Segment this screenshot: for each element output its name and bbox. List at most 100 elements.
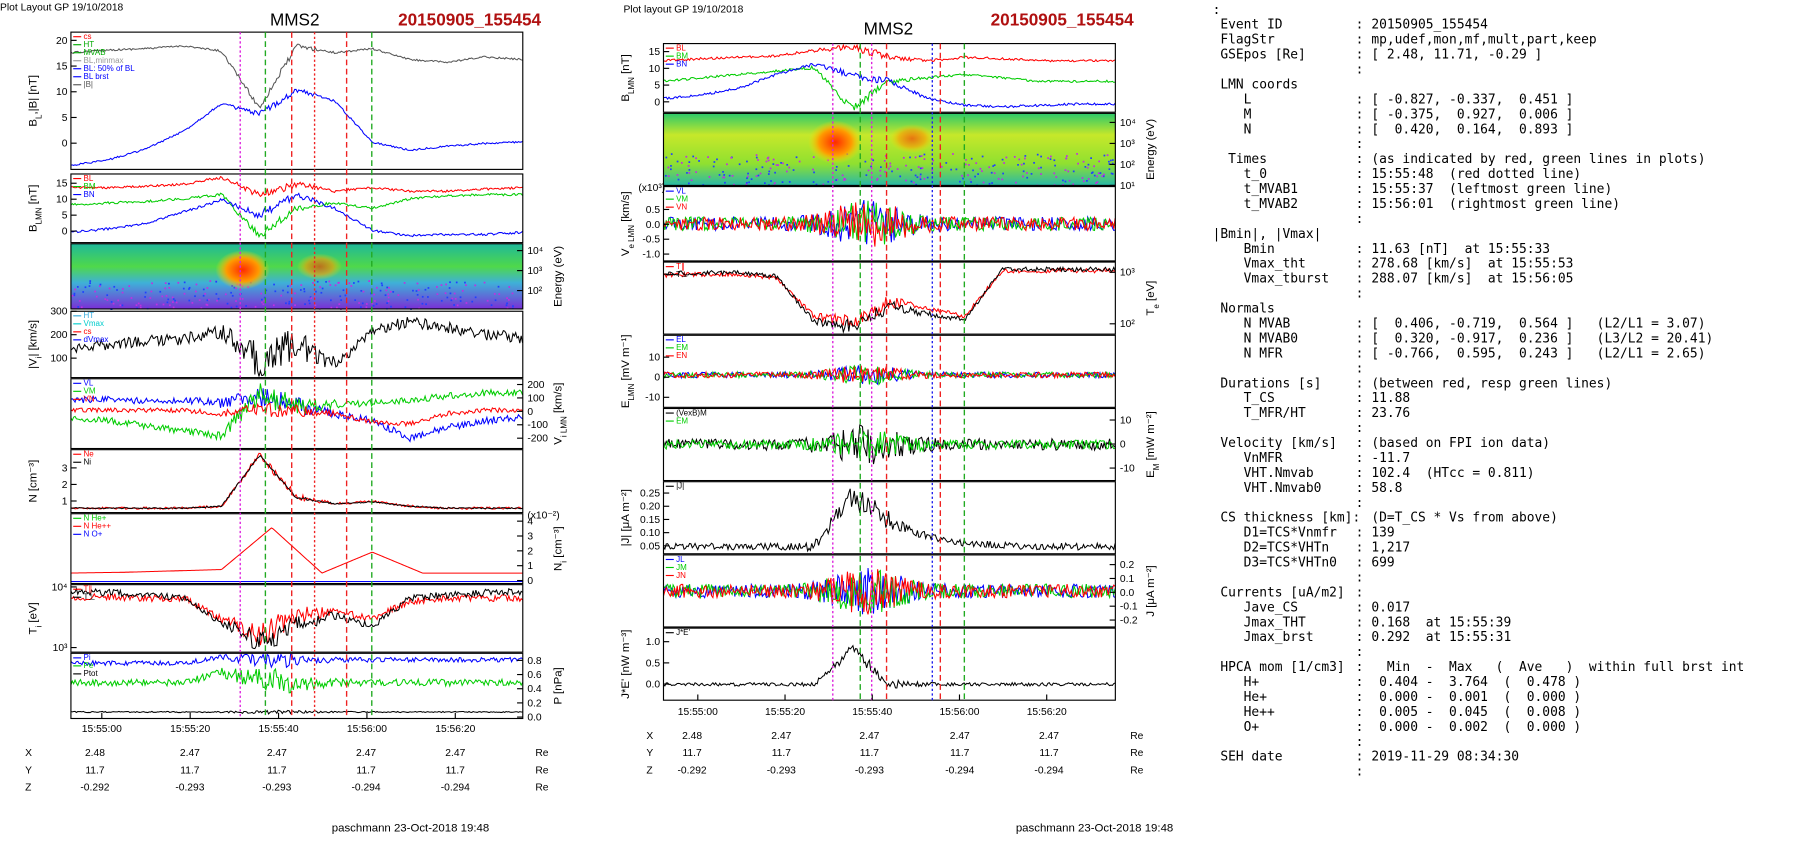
- y-tick-label: 10³: [53, 643, 68, 654]
- spectrogram-speckle: [354, 299, 357, 301]
- spectrogram-speckle: [887, 167, 890, 170]
- legend-entry: MVAB: [84, 48, 106, 57]
- spectrogram-speckle: [993, 172, 996, 175]
- spectrogram-speckle: [337, 282, 340, 284]
- spectrogram-speckle: [1108, 168, 1111, 171]
- legend-entry: J*E': [676, 628, 690, 637]
- y-axis-label-part: LMN: [627, 383, 636, 400]
- spectrogram-speckle: [1103, 154, 1106, 157]
- legend-entry: BL brst: [84, 72, 110, 81]
- coord-value: 2.47: [1039, 731, 1059, 742]
- y-axis-label-part: V: [553, 437, 565, 445]
- trace: [663, 644, 1116, 689]
- summary-sep: :: [1356, 406, 1364, 421]
- y-tick-label: 20: [56, 36, 68, 47]
- y-tick-label: 10⁴: [1120, 118, 1136, 129]
- summary-value: 699: [1364, 556, 1395, 571]
- spectrogram-speckle: [182, 287, 185, 290]
- y-axis-label: N [cm⁻³]: [28, 460, 40, 503]
- y-tick-label: 0: [62, 227, 68, 238]
- panel-frame: [662, 481, 1116, 555]
- spectrogram-speckle: [262, 303, 265, 306]
- summary-value: 23.76: [1364, 406, 1411, 421]
- coord-value: 2.47: [445, 748, 465, 759]
- spectrogram-speckle: [194, 295, 196, 298]
- summary-key: O+: [1213, 720, 1260, 735]
- spectrogram-speckle: [788, 166, 791, 169]
- trace: [663, 43, 1116, 63]
- panel-frame: [70, 513, 524, 585]
- y-axis-label-part: M: [1152, 463, 1161, 470]
- x-tick-label: 15:55:20: [765, 707, 805, 718]
- spectrogram-speckle: [767, 173, 770, 175]
- summary-key: FlagStr: [1213, 33, 1275, 48]
- x-tick-label: 15:55:40: [259, 724, 299, 735]
- spectrogram-speckle: [870, 165, 872, 168]
- summary-key: Event ID: [1213, 18, 1283, 33]
- y-axis-label-part: Energy (eV): [1145, 119, 1157, 180]
- trace: [663, 365, 1116, 383]
- spectrogram-speckle: [910, 180, 913, 183]
- spectrogram-speckle: [162, 303, 165, 306]
- coord-value: -0.294: [1034, 765, 1063, 776]
- spectrogram-speckle: [421, 295, 424, 298]
- spectrogram-speckle: [1026, 172, 1028, 174]
- summary-value: 139: [1364, 526, 1395, 541]
- summary-value: [ 0.406, -0.719, 0.564 ] (L2/L1 = 3.07): [1364, 316, 1706, 331]
- spectrogram-speckle: [685, 155, 688, 158]
- summary-key: T_MFR/HT: [1213, 406, 1306, 421]
- spectrogram-speckle: [664, 174, 667, 177]
- spectrogram-speckle: [171, 296, 174, 299]
- spectrogram-speckle: [379, 289, 382, 292]
- summary-key: CS thickness [km]:: [1213, 511, 1361, 526]
- spectrogram-speckle: [916, 176, 919, 179]
- y-tick-label: 5: [654, 81, 660, 92]
- spectrogram-speckle: [1065, 157, 1068, 160]
- y-axis-label-part: |J| [μA m⁻²]: [620, 489, 632, 546]
- spectrogram-speckle: [106, 299, 109, 302]
- y-tick-label: 5: [62, 113, 68, 124]
- y-tick-label: 300: [50, 307, 67, 318]
- panel-frame: [662, 334, 1116, 408]
- spectrogram-speckle: [350, 285, 353, 287]
- spectrogram-speckle: [360, 306, 362, 309]
- spectrogram-speckle: [676, 160, 679, 163]
- y-tick-label: 0.5: [646, 658, 661, 669]
- spectrogram-speckle: [1110, 159, 1112, 162]
- coord-value: 2.48: [682, 731, 702, 742]
- summary-value: Min - Max ( Ave ) within full brst int: [1364, 660, 1745, 675]
- spectrogram-speckle: [1064, 169, 1067, 172]
- spectrogram-speckle: [1022, 175, 1024, 178]
- spectrogram-speckle: [1103, 173, 1105, 176]
- spectrogram-speckle: [733, 183, 735, 186]
- y-tick-label: 0.8: [527, 656, 542, 667]
- spectrogram-speckle: [451, 297, 454, 300]
- y-tick-label: 10: [649, 64, 661, 75]
- spectrogram-speckle: [1050, 155, 1052, 158]
- spectrogram-speckle: [667, 166, 670, 169]
- y-tick-label: 10⁴: [527, 246, 543, 257]
- y-axis-label-part: J*E' [nW m⁻³]: [620, 630, 632, 699]
- spectrogram-speckle: [82, 291, 85, 293]
- spectrogram-speckle: [891, 170, 893, 173]
- trace: [70, 388, 523, 443]
- spectrogram-speckle: [972, 169, 974, 172]
- spectrogram-speckle: [695, 157, 697, 160]
- spectrogram-speckle: [387, 300, 390, 303]
- y-tick-label: -10: [1120, 463, 1135, 474]
- summary-key: t_0: [1213, 167, 1267, 182]
- summary-value: 102.4 (HTcc = 0.811): [1364, 466, 1535, 481]
- spectrogram-speckle: [726, 163, 728, 166]
- spectrogram-speckle: [263, 296, 266, 299]
- spectrogram-speckle: [746, 175, 749, 178]
- y-axis-label: ELMN [mV m⁻¹]: [620, 334, 636, 408]
- spectrogram-speckle: [137, 302, 140, 305]
- trace: [662, 430, 1116, 459]
- legend-entry: N He++: [84, 522, 112, 531]
- y-tick-label: 10³: [527, 266, 542, 277]
- summary-sep: :: [1356, 63, 1364, 78]
- spectrogram-speckle: [676, 174, 679, 176]
- spectrogram-speckle: [303, 288, 306, 290]
- spectrogram-speckle: [486, 299, 489, 302]
- summary-sep: :: [1356, 496, 1364, 511]
